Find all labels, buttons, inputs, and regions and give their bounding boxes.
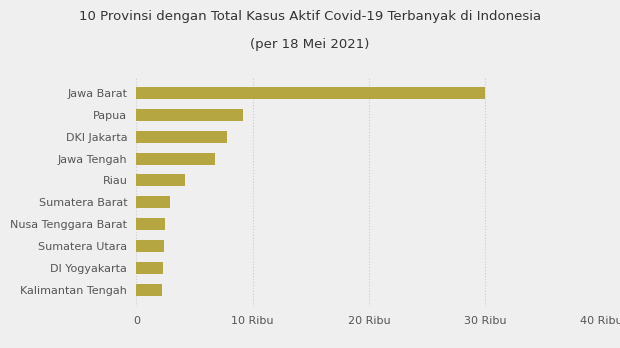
Bar (136, 218, 166, 230)
Bar (136, 196, 170, 208)
Bar (136, 262, 163, 274)
Bar (136, 131, 227, 143)
Text: (per 18 Mei 2021): (per 18 Mei 2021) (250, 38, 370, 51)
Bar (136, 87, 485, 99)
Bar (136, 174, 185, 187)
Text: 10 Provinsi dengan Total Kasus Aktif Covid-19 Terbanyak di Indonesia: 10 Provinsi dengan Total Kasus Aktif Cov… (79, 10, 541, 23)
Bar (136, 284, 162, 296)
Bar (136, 152, 216, 165)
Bar (136, 109, 243, 121)
Bar (136, 240, 164, 252)
